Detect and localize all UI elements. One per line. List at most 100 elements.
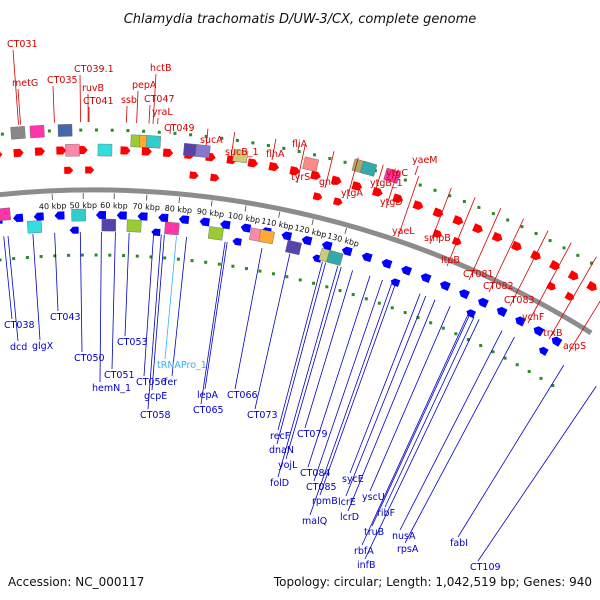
genome-backbone	[0, 187, 593, 335]
gene-arrow	[551, 336, 563, 347]
gene-arrow	[120, 146, 131, 155]
gene-box	[57, 123, 73, 137]
gene-arrow	[564, 291, 574, 301]
gene-arrow	[496, 306, 508, 317]
forward-leader-line	[152, 73, 157, 124]
reverse-leader-line	[276, 262, 327, 445]
forward-gene-label: ruvB	[82, 83, 104, 94]
forward-gene-label: yaeL	[392, 226, 415, 237]
forward-leader-line	[391, 168, 396, 180]
reverse-gene-label: CT058	[140, 410, 171, 421]
gene-arrow	[341, 246, 353, 257]
gene-arrow	[33, 212, 44, 221]
reverse-gene-label: CT085	[306, 482, 337, 493]
gene-arrow	[392, 193, 404, 204]
gene-arrow	[69, 226, 79, 234]
forward-leader-line	[385, 169, 399, 209]
gene-arrow	[432, 207, 444, 218]
reverse-gene-label: lcrD	[340, 512, 359, 523]
kbp-tick-label: 60 kbp	[100, 201, 128, 211]
forward-gene-label: CT049	[164, 123, 195, 134]
forward-leader-line	[568, 300, 600, 353]
gene-arrow	[301, 236, 313, 246]
reverse-gene-label: CT053	[117, 337, 148, 348]
reverse-leader-line	[200, 241, 226, 405]
reverse-gene-label: CT084	[300, 468, 331, 479]
reverse-gene-label: rpmB	[312, 496, 338, 507]
reverse-gene-label: CT073	[247, 410, 278, 421]
forward-gene-label: sucB_1	[225, 147, 259, 158]
gene-arrow	[162, 148, 174, 157]
forward-leader-line	[414, 165, 419, 175]
kbp-tick-label: 70 kbp	[132, 202, 160, 213]
forward-gene-label: ssb	[121, 95, 137, 106]
forward-leader-line	[169, 124, 172, 135]
gene-box	[0, 207, 11, 222]
gene-arrow	[381, 259, 393, 269]
gene-arrow	[420, 273, 432, 284]
gene-arrow	[64, 166, 74, 174]
forward-gene-label: trxB	[543, 328, 563, 339]
reverse-leader-line	[204, 242, 228, 390]
gene-arrow	[452, 215, 464, 225]
reverse-leader-line	[79, 232, 83, 353]
gene-box	[164, 221, 180, 236]
forward-gene-label: yaeM	[412, 155, 438, 166]
forward-leader-line	[488, 218, 525, 293]
kbp-tick-label: 100 kbp	[227, 211, 261, 225]
forward-gene-label: ytgB_1	[370, 178, 403, 189]
gene-arrow	[361, 252, 373, 263]
forward-gene-label: CT082	[483, 281, 514, 292]
gene-arrow	[95, 211, 107, 220]
reverse-gene-label: lepA	[197, 390, 219, 401]
forward-gene-label: ytgA	[341, 188, 363, 199]
gene-arrow	[586, 280, 597, 292]
reverse-gene-label: gcpE	[144, 391, 167, 402]
forward-gene-label: pepA	[132, 80, 157, 91]
gene-arrow	[137, 212, 148, 221]
reverse-leader-line	[254, 253, 291, 410]
gene-arrow	[390, 278, 401, 287]
reverse-gene-label: tRNAPro_1	[157, 360, 207, 371]
reverse-gene-label: rbfA	[354, 546, 374, 557]
reverse-gene-label: dcd	[10, 342, 27, 353]
reverse-gene-label: nusA	[392, 531, 416, 542]
gene-arrow	[240, 223, 252, 233]
forward-gene-label: metG	[12, 78, 38, 89]
genome-summary-text: Topology: circular; Length: 1,042,519 bp…	[273, 575, 592, 589]
reverse-leader-line	[361, 313, 469, 546]
forward-leader-line	[79, 74, 81, 123]
gene-arrow	[158, 213, 169, 223]
forward-gene-label: hctB	[150, 63, 172, 74]
gene-arrow	[85, 166, 95, 174]
gene-arrow	[178, 215, 190, 225]
reverse-gene-label: rpsA	[397, 544, 419, 555]
gene-arrow	[210, 173, 220, 182]
gene-arrow	[472, 223, 483, 234]
reverse-leader-line	[384, 316, 475, 508]
forward-leader-line	[296, 144, 306, 184]
gene-box	[285, 239, 302, 256]
kbp-tick-label: 40 kbp	[39, 201, 67, 211]
map-title: Chlamydia trachomatis D/UW-3/CX, complet…	[124, 12, 477, 27]
forward-gene-label: CT081	[463, 269, 494, 280]
reverse-leader-line	[124, 232, 130, 337]
gene-box	[27, 220, 43, 234]
forward-gene-label: tyrS	[291, 172, 310, 183]
gene-arrow	[412, 200, 424, 210]
forward-gene-label: yraL	[152, 107, 173, 118]
gene-box	[145, 135, 162, 149]
gene-arrow	[232, 237, 242, 246]
gene-arrow	[330, 175, 342, 186]
reverse-gene-label: CT050	[74, 353, 105, 364]
gene-box	[258, 229, 275, 245]
reverse-leader-line	[309, 283, 393, 516]
gene-arrow	[199, 217, 210, 227]
forward-gene-label: sucA	[200, 135, 223, 146]
reverse-label-lines	[3, 232, 597, 562]
gene-arrow	[13, 148, 24, 158]
reverse-leader-line	[143, 234, 155, 377]
kbp-tick-label: 90 kbp	[196, 207, 224, 219]
reverse-leader-line	[364, 319, 480, 560]
reverse-gene-label: CT066	[227, 390, 258, 401]
